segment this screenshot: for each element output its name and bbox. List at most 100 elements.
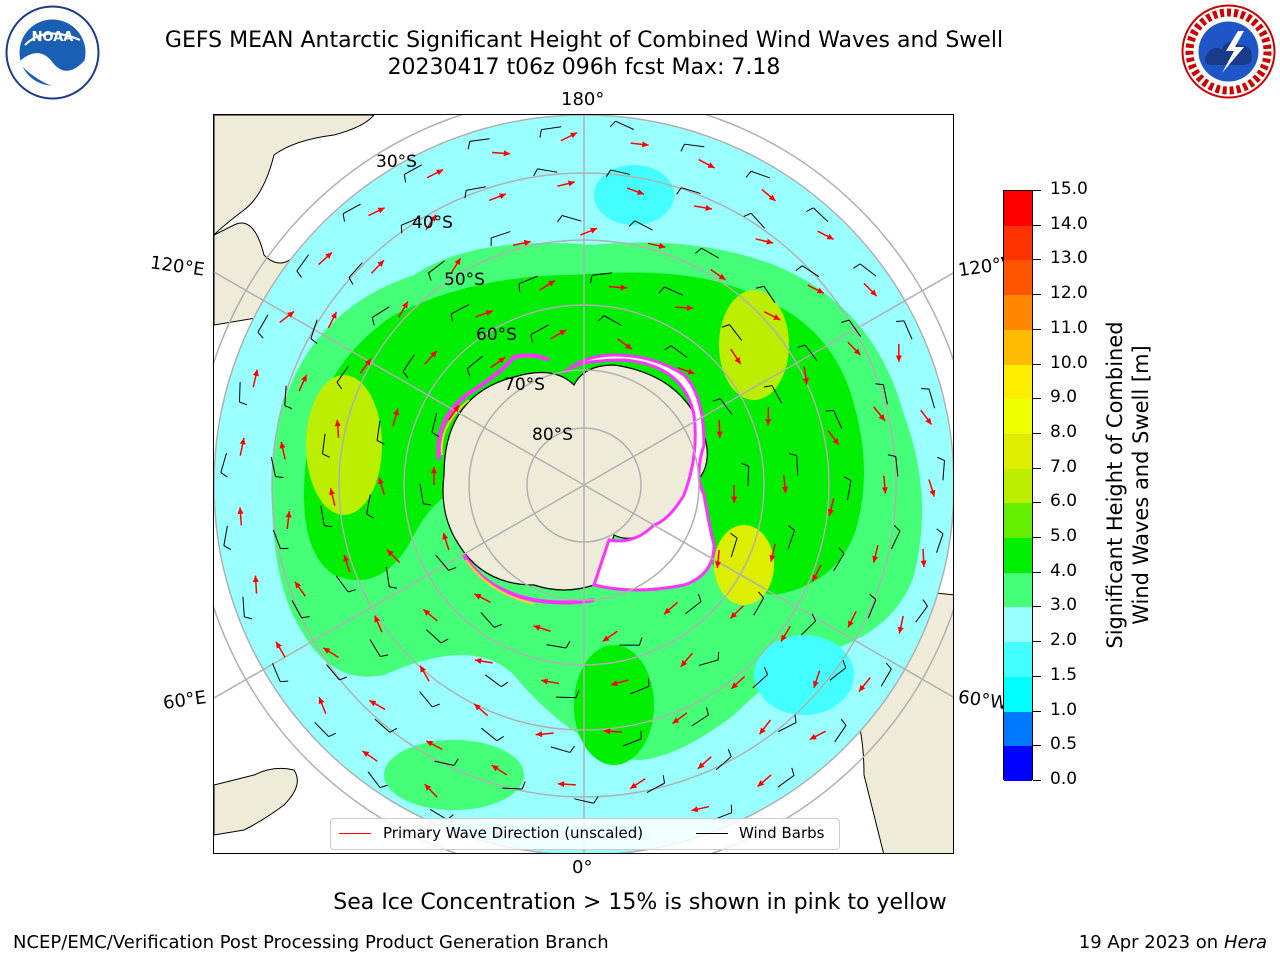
wind-barb-staff <box>646 782 665 794</box>
wind-barb-feather <box>756 285 765 289</box>
wind-barb-feather <box>763 667 769 675</box>
wave-direction-arrowhead <box>334 419 341 427</box>
colorbar-tick <box>1033 328 1041 330</box>
wind-barb-staff <box>270 456 277 477</box>
wind-barb-feather <box>494 623 502 628</box>
wave-direction-arrowhead <box>686 304 694 311</box>
wind-barb-feather <box>875 383 884 386</box>
wind-barb-feather <box>453 758 459 766</box>
wave-direction-arrowhead <box>287 311 294 318</box>
wind-barb-staff <box>698 659 719 666</box>
wind-barb-feather <box>727 749 732 757</box>
wind-barb-staff <box>372 306 390 318</box>
wind-barb-feather <box>339 676 348 681</box>
wind-barb-feather <box>743 212 752 217</box>
colorbar-tick <box>1033 780 1041 781</box>
chart-title-line1: GEFS MEAN Antarctic Significant Height o… <box>164 28 1004 53</box>
wind-barb-staff <box>425 629 442 644</box>
wind-barb-staff <box>284 385 287 406</box>
wind-barb-staff <box>402 354 415 372</box>
wind-barb-staff <box>310 319 318 339</box>
wave-direction-arrowhead <box>625 343 633 350</box>
wind-barb-staff <box>833 410 843 429</box>
wave-direction-arrowhead <box>387 549 394 557</box>
wind-barb-feather <box>658 286 665 294</box>
wind-barb-staff <box>257 314 269 333</box>
wind-barb-staff <box>272 529 281 549</box>
wind-barb-staff <box>747 466 750 487</box>
wind-barb-feather <box>597 315 605 322</box>
wind-barb-feather <box>448 567 457 571</box>
wave-direction-arrowhead <box>691 806 699 813</box>
wind-barb-feather <box>589 275 593 284</box>
wave-direction-arrowhead <box>535 731 543 738</box>
wave-direction-arrowhead <box>870 289 877 297</box>
wind-barb-staff <box>685 601 702 615</box>
wind-barb-feather <box>220 472 228 478</box>
colorbar-segment <box>1004 711 1032 747</box>
colorbar-tick-label: 8.0 <box>1050 421 1078 442</box>
wave-direction-arrowhead <box>672 717 680 724</box>
wind-barb-staff <box>763 285 776 304</box>
wind-barb-staff <box>715 756 732 771</box>
wave-direction-arrowhead <box>718 273 726 280</box>
wave-direction-arrowhead <box>781 486 789 494</box>
wind-barb-staff <box>719 398 733 416</box>
wave-direction-arrowhead <box>452 405 460 413</box>
wind-barb-staff <box>376 420 381 441</box>
colorbar-segment <box>1004 364 1032 400</box>
wind-barb-staff <box>701 247 720 259</box>
wind-barb-staff <box>691 714 709 727</box>
wave-direction-arrowhead <box>436 169 444 176</box>
wave-direction-arrowhead <box>426 740 434 747</box>
wave-direction-arrowhead <box>687 368 695 375</box>
colorbar-tick-label: 9.0 <box>1050 387 1078 408</box>
colorbar-segment <box>1004 295 1032 330</box>
wind-barb-feather <box>893 525 901 532</box>
wave-direction-arrowhead <box>680 660 688 667</box>
wind-barb-staff <box>491 231 511 239</box>
wind-barb-feather <box>336 382 343 390</box>
wind-barb-staff <box>942 460 945 481</box>
colorbar-tick <box>1033 571 1041 573</box>
wave-direction-arrowhead <box>294 581 302 589</box>
colorbar-segment <box>1004 329 1032 365</box>
colorbar-tick <box>1033 363 1041 365</box>
wind-barb-staff <box>428 260 445 274</box>
wind-barb-staff <box>242 596 245 617</box>
colorbar-tick-label: 1.0 <box>1050 699 1078 720</box>
wind-barb-feather <box>466 368 471 377</box>
wave-direction-arrowhead <box>731 682 739 689</box>
wave-direction-arrowhead <box>402 301 408 309</box>
colorbar-tick-label: 14.0 <box>1050 213 1088 234</box>
wind-barb-feather <box>389 727 398 733</box>
wind-barb-feather <box>676 187 682 195</box>
legend-swatch-wind-barbs <box>696 833 728 834</box>
wind-barb-feather <box>887 454 896 458</box>
wind-barb-feather <box>806 207 814 212</box>
wind-barb-staff <box>466 186 486 191</box>
wave-direction-arrowhead <box>429 214 436 222</box>
wind-barb-staff <box>296 254 310 272</box>
wind-barb-feather <box>533 168 538 177</box>
wind-barb-feather <box>730 532 738 539</box>
wave-direction-arrowhead <box>423 609 431 616</box>
nws-logo <box>1180 3 1277 100</box>
wind-barb-staff <box>518 275 538 285</box>
wind-barb-staff <box>561 215 582 222</box>
wind-barb-feather <box>539 129 542 138</box>
wind-barb-staff <box>550 746 571 753</box>
colorbar-tick-label: 13.0 <box>1050 248 1088 269</box>
wind-barb-feather <box>764 385 773 388</box>
wind-barb-feather <box>628 220 636 227</box>
wind-barb-staff <box>238 381 241 403</box>
colorbar <box>1003 190 1033 781</box>
wind-barb-staff <box>431 412 438 433</box>
lon-label-120e: 120°E <box>148 252 206 281</box>
wind-barb-feather <box>379 784 388 789</box>
wind-barb-feather <box>638 637 643 646</box>
wind-barb-feather <box>664 345 672 351</box>
wind-barb-staff <box>342 203 361 215</box>
antarctic-map: 30°S 40°S 50°S 60°S 70°S 80°S Primary Wa… <box>213 114 954 854</box>
colorbar-tick-label: 7.0 <box>1050 456 1078 477</box>
